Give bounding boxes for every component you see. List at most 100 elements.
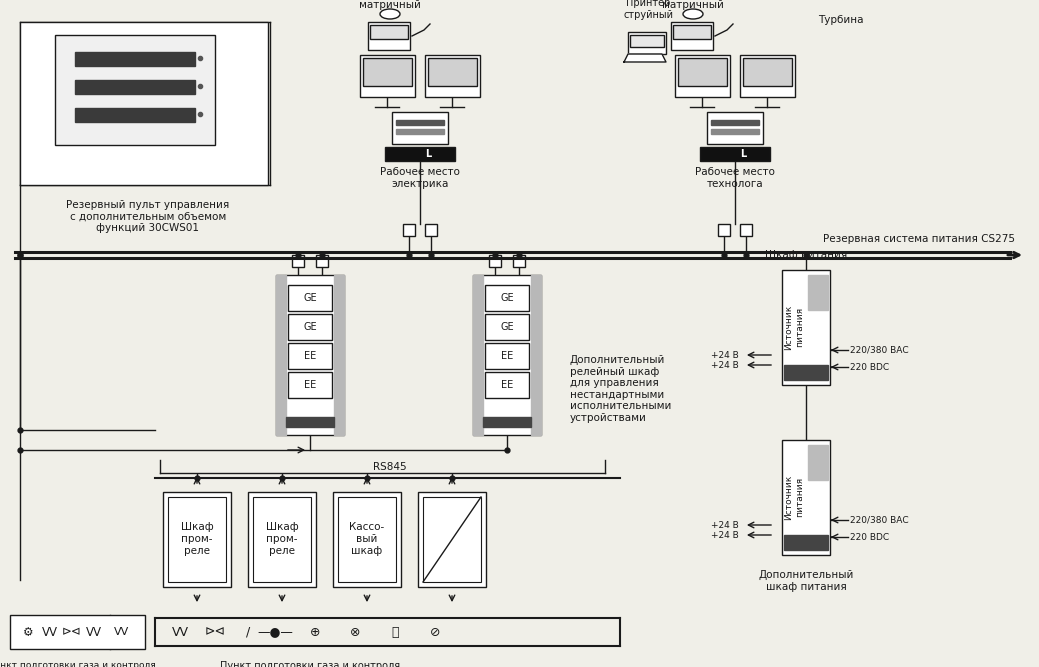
- Polygon shape: [808, 445, 828, 480]
- Text: +24 В: +24 В: [712, 520, 739, 530]
- Text: Рабочее место
технолога: Рабочее место технолога: [695, 167, 775, 189]
- Bar: [425, 224, 437, 236]
- Bar: [248, 492, 316, 587]
- Text: Шкаф
пром-
реле: Шкаф пром- реле: [181, 522, 213, 556]
- Bar: [423, 497, 481, 582]
- Text: +24 В: +24 В: [712, 350, 739, 360]
- Bar: [671, 22, 713, 50]
- Polygon shape: [276, 275, 286, 435]
- Text: GE: GE: [500, 322, 514, 332]
- Bar: [254, 497, 311, 582]
- Polygon shape: [711, 129, 760, 134]
- Bar: [385, 147, 455, 161]
- Bar: [489, 255, 501, 267]
- Text: ⊗: ⊗: [350, 626, 361, 638]
- Text: Пункт подготовки газа и контроля
дополнительных параметров: Пункт подготовки газа и контроля дополни…: [220, 661, 400, 667]
- Text: Принтер
матричный: Принтер матричный: [662, 0, 724, 10]
- Text: Шкаф питания: Шкаф питания: [765, 250, 847, 260]
- Text: ⊕: ⊕: [310, 626, 320, 638]
- Text: ⊳⊲: ⊳⊲: [62, 626, 82, 638]
- Bar: [678, 58, 727, 86]
- Bar: [740, 55, 795, 97]
- Text: GE: GE: [303, 293, 317, 303]
- Bar: [418, 492, 486, 587]
- Bar: [485, 343, 529, 369]
- Text: EE: EE: [303, 351, 316, 361]
- Bar: [363, 58, 412, 86]
- Text: /: /: [246, 626, 250, 638]
- Text: GE: GE: [500, 293, 514, 303]
- Bar: [403, 224, 415, 236]
- Bar: [428, 58, 477, 86]
- Polygon shape: [711, 120, 760, 125]
- Bar: [288, 372, 332, 398]
- Bar: [473, 275, 541, 435]
- Text: VV: VV: [114, 627, 130, 637]
- Text: ⊳⊲: ⊳⊲: [205, 626, 225, 638]
- Polygon shape: [75, 52, 195, 66]
- Text: VV: VV: [171, 626, 188, 638]
- Bar: [628, 32, 666, 54]
- Text: GE: GE: [303, 322, 317, 332]
- Polygon shape: [784, 535, 828, 550]
- Bar: [513, 255, 525, 267]
- Bar: [334, 492, 401, 587]
- Text: Источник
питания: Источник питания: [784, 474, 804, 520]
- Text: VV: VV: [42, 626, 58, 638]
- Polygon shape: [396, 120, 444, 125]
- Text: Резервная система питания CS275: Резервная система питания CS275: [823, 234, 1015, 244]
- Text: VV: VV: [86, 626, 102, 638]
- Bar: [743, 58, 792, 86]
- Text: Шкаф
пром-
реле: Шкаф пром- реле: [266, 522, 298, 556]
- Text: ⊘: ⊘: [430, 626, 441, 638]
- Text: Кассо-
вый
шкаф: Кассо- вый шкаф: [349, 522, 384, 556]
- Bar: [163, 492, 231, 587]
- Text: Резервный пульт управления
с дополнительным объемом
функций 30CWS01: Резервный пульт управления с дополнитель…: [66, 200, 230, 233]
- Polygon shape: [784, 365, 828, 380]
- Bar: [782, 440, 830, 555]
- Polygon shape: [334, 275, 344, 435]
- Text: EE: EE: [501, 351, 513, 361]
- Bar: [288, 285, 332, 311]
- Ellipse shape: [683, 9, 703, 19]
- Polygon shape: [286, 417, 334, 427]
- Text: Дополнительный
шкаф питания: Дополнительный шкаф питания: [758, 570, 854, 592]
- Bar: [675, 55, 730, 97]
- Text: L: L: [740, 149, 746, 159]
- Bar: [368, 22, 410, 50]
- Bar: [425, 55, 480, 97]
- Text: ⚙: ⚙: [23, 626, 33, 638]
- Bar: [740, 224, 752, 236]
- Text: Источник
питания: Источник питания: [784, 304, 804, 350]
- Text: 220 BDC: 220 BDC: [850, 362, 889, 372]
- Polygon shape: [624, 54, 666, 62]
- Bar: [485, 372, 529, 398]
- Text: Принтер
струйный: Принтер струйный: [623, 0, 673, 20]
- Bar: [370, 25, 408, 39]
- Text: 220/380 ВАС: 220/380 ВАС: [850, 516, 909, 524]
- Polygon shape: [483, 417, 531, 427]
- Text: EE: EE: [303, 380, 316, 390]
- Bar: [485, 314, 529, 340]
- Bar: [288, 343, 332, 369]
- Text: Ⓜ: Ⓜ: [392, 626, 399, 638]
- Bar: [292, 255, 304, 267]
- Bar: [10, 615, 145, 649]
- Bar: [316, 255, 328, 267]
- Polygon shape: [75, 108, 195, 122]
- Bar: [288, 314, 332, 340]
- Polygon shape: [396, 129, 444, 134]
- Bar: [630, 35, 664, 47]
- Bar: [338, 497, 396, 582]
- Text: Пункт подготовки газа и контроля
дополнительных параметров: Пункт подготовки газа и контроля дополни…: [0, 661, 156, 667]
- Bar: [168, 497, 227, 582]
- Text: Принтер
матричный: Принтер матричный: [359, 0, 421, 10]
- Text: RS845: RS845: [373, 462, 407, 472]
- Text: —●—: —●—: [257, 626, 293, 638]
- Text: 220/380 ВАС: 220/380 ВАС: [850, 346, 909, 354]
- Bar: [673, 25, 711, 39]
- Polygon shape: [473, 275, 483, 435]
- Bar: [718, 224, 730, 236]
- Polygon shape: [75, 80, 195, 94]
- Bar: [392, 112, 448, 144]
